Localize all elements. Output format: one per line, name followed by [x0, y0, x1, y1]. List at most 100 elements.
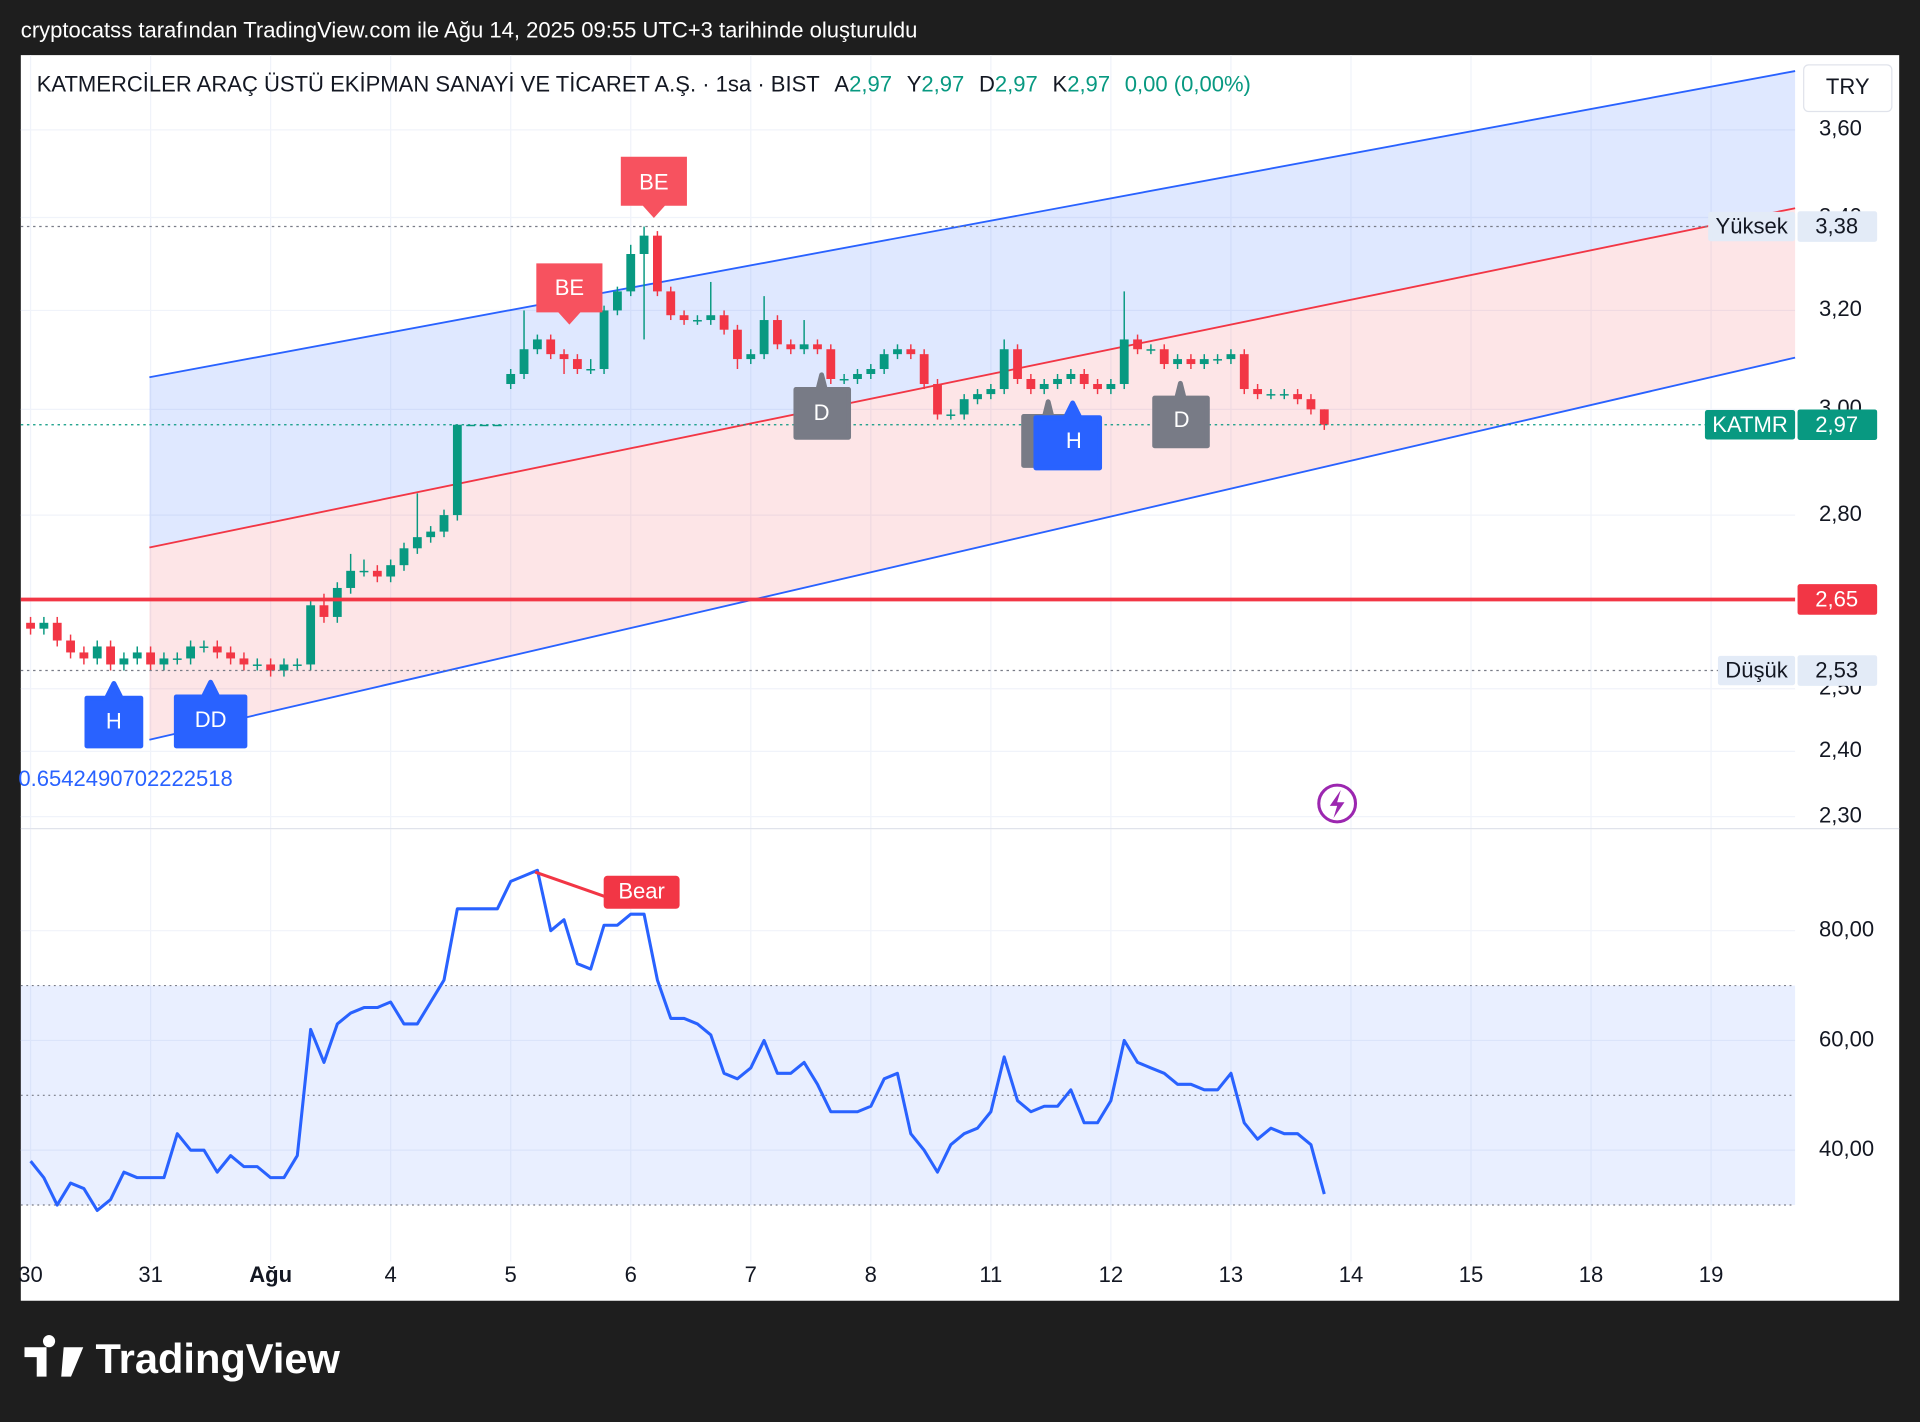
- legend-key: Y: [907, 72, 922, 97]
- candle-body: [146, 652, 155, 665]
- candle-body: [399, 548, 409, 566]
- candle-body: [132, 652, 142, 659]
- marker-shape: [793, 372, 852, 440]
- candle-body: [359, 570, 369, 573]
- channel-lower-fill: [149, 208, 1796, 740]
- candle-body: [719, 315, 729, 330]
- currency-box[interactable]: [1803, 64, 1893, 113]
- candle-body: [1146, 349, 1156, 351]
- candle-body: [52, 622, 62, 641]
- candle-body: [1066, 373, 1076, 379]
- x-tick-label: 12: [1099, 1262, 1124, 1287]
- bear-box: [603, 875, 680, 909]
- candle-body: [266, 664, 276, 671]
- logo: TradingView: [24, 1335, 341, 1382]
- candle-body: [679, 315, 689, 321]
- marker: D: [1152, 380, 1210, 449]
- x-tick-label: 5: [505, 1262, 517, 1287]
- candle-body: [546, 339, 556, 355]
- candle-body: [1053, 378, 1062, 385]
- candle-body: [1079, 373, 1089, 385]
- x-tick-label: 8: [865, 1262, 877, 1287]
- candle-body: [826, 349, 836, 379]
- candle-body: [1093, 384, 1102, 390]
- bear-label: Bear: [618, 879, 665, 904]
- candle-body: [519, 349, 529, 374]
- candle-body: [799, 344, 809, 350]
- candle-body: [532, 339, 542, 350]
- candle-body: [906, 349, 916, 355]
- x-tick-label: 11: [979, 1262, 1002, 1287]
- marker-label: DD: [195, 707, 227, 732]
- y-tick-label: 80,00: [1819, 917, 1874, 942]
- candle-body: [1013, 349, 1022, 379]
- chart-frame: [20, 55, 1900, 1301]
- candle-body: [946, 414, 956, 416]
- candle-body: [412, 537, 422, 549]
- candle-body: [933, 384, 942, 415]
- price-name-box: [1708, 211, 1796, 242]
- candle-body: [1119, 339, 1129, 385]
- legend-value: 2,97: [995, 72, 1038, 97]
- y-tick-label: 2,40: [1819, 737, 1862, 762]
- x-tick-label: 6: [625, 1262, 637, 1287]
- marker-label: D: [814, 400, 830, 425]
- marker-shape: [1152, 380, 1210, 449]
- candle-body: [186, 646, 196, 659]
- candle-body: [332, 587, 342, 617]
- price-value-box: [1797, 211, 1878, 242]
- marker-label: D: [1174, 407, 1190, 432]
- candle-body: [492, 424, 502, 427]
- logo-text: TradingView: [96, 1335, 341, 1382]
- price-name-box: [1704, 410, 1796, 440]
- candle-body: [639, 235, 649, 255]
- candle-body: [973, 394, 982, 400]
- candle-body: [159, 658, 169, 665]
- y-tick-label: 2,80: [1819, 501, 1862, 526]
- legend-key: D: [979, 72, 995, 97]
- legend-value: 2,97: [921, 72, 964, 97]
- x-tick-label: 15: [1459, 1262, 1484, 1287]
- candle-body: [866, 369, 876, 374]
- rsi-line: [29, 868, 1326, 1213]
- candle-body: [106, 646, 115, 665]
- currency[interactable]: TRY: [1826, 74, 1870, 99]
- candle-body: [813, 344, 822, 350]
- candle-body: [1239, 354, 1249, 390]
- candle-body: [666, 291, 676, 316]
- x-tick-label: 19: [1699, 1262, 1724, 1287]
- marker-label: H: [1066, 428, 1082, 453]
- candle-body: [653, 235, 662, 292]
- y-tick-label: 3,60: [1819, 116, 1862, 141]
- candle-body: [92, 646, 102, 659]
- x-tick-label: 13: [1219, 1262, 1244, 1287]
- candle-body: [746, 354, 756, 360]
- candle-body: [226, 652, 236, 659]
- price-name: Yüksek: [1716, 214, 1789, 239]
- candle-body: [572, 359, 582, 370]
- candle-body: [626, 254, 636, 292]
- symbol-title: KATMERCİLER ARAÇ ÜSTÜ EKİPMAN SANAYİ VE …: [37, 72, 820, 97]
- y-tick-label: 2,30: [1819, 802, 1862, 827]
- marker-label: BE: [555, 275, 584, 300]
- candle-body: [559, 354, 569, 360]
- candle-body: [1106, 384, 1116, 390]
- x-tick-label: 31: [138, 1262, 163, 1287]
- marker: H: [84, 680, 144, 749]
- channel-upper-fill: [149, 71, 1796, 548]
- marker-label: H: [106, 708, 122, 733]
- candle-body: [839, 378, 849, 381]
- legend-value: 2,97: [849, 72, 892, 97]
- labels: 3031Ağu45678111213141518193,603,403,203,…: [18, 116, 1878, 1287]
- candle-body: [279, 664, 289, 671]
- candle-body: [66, 640, 75, 653]
- grid: [20, 55, 1796, 1262]
- alert-icon[interactable]: [1317, 783, 1358, 824]
- candle-body: [439, 515, 449, 532]
- marker: BE: [620, 156, 687, 219]
- candle-body: [199, 646, 209, 648]
- candle-body: [879, 354, 889, 370]
- candle-body: [706, 315, 716, 321]
